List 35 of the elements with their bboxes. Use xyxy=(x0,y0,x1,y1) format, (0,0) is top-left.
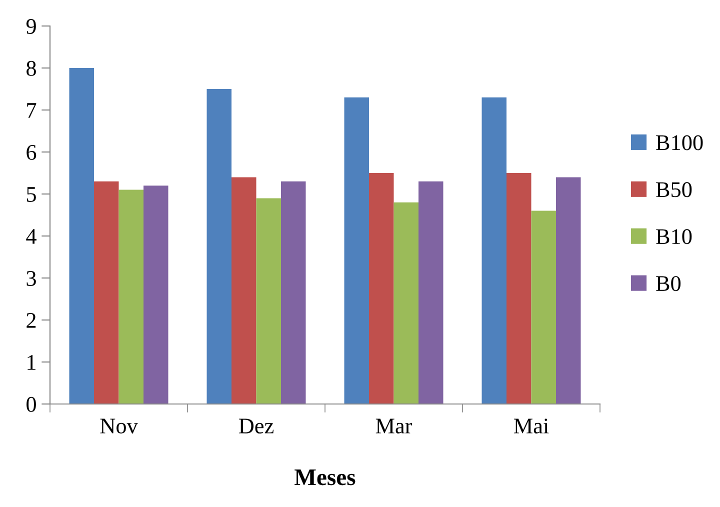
x-axis-title: Meses xyxy=(294,470,356,486)
bar xyxy=(232,177,256,404)
legend-label: B100 xyxy=(656,135,703,150)
bar xyxy=(94,181,119,404)
bar xyxy=(394,202,418,404)
bar xyxy=(418,181,444,404)
y-tick-label: 5 xyxy=(26,187,36,202)
y-tick-label: 6 xyxy=(26,144,36,160)
bar xyxy=(482,97,506,404)
y-tick-label: 3 xyxy=(26,270,36,286)
bar xyxy=(281,181,306,404)
x-tick-label: Mai xyxy=(514,418,549,434)
y-tick-label: 7 xyxy=(27,103,36,118)
bar xyxy=(344,97,369,404)
y-tick-label: 2 xyxy=(26,312,36,328)
x-tick-label: Nov xyxy=(100,418,138,434)
y-tick-label: 1 xyxy=(28,355,36,370)
legend-label: B0 xyxy=(656,276,681,292)
bar xyxy=(556,177,581,404)
y-tick-label: 9 xyxy=(26,18,36,34)
x-tick-label: Dez xyxy=(239,418,274,434)
y-tick-label: 8 xyxy=(26,60,36,76)
bar xyxy=(118,190,144,404)
bar xyxy=(206,89,232,404)
bar xyxy=(506,173,532,404)
bar xyxy=(144,186,168,404)
bar xyxy=(531,210,556,404)
y-tick-label: 4 xyxy=(26,229,36,244)
bar xyxy=(369,173,394,404)
legend-label: B50 xyxy=(656,182,692,198)
x-tick-label: Mar xyxy=(376,418,412,434)
bar xyxy=(69,68,94,404)
legend-label: B10 xyxy=(656,229,692,244)
y-tick-label: 0 xyxy=(26,396,36,412)
bar xyxy=(256,198,281,404)
